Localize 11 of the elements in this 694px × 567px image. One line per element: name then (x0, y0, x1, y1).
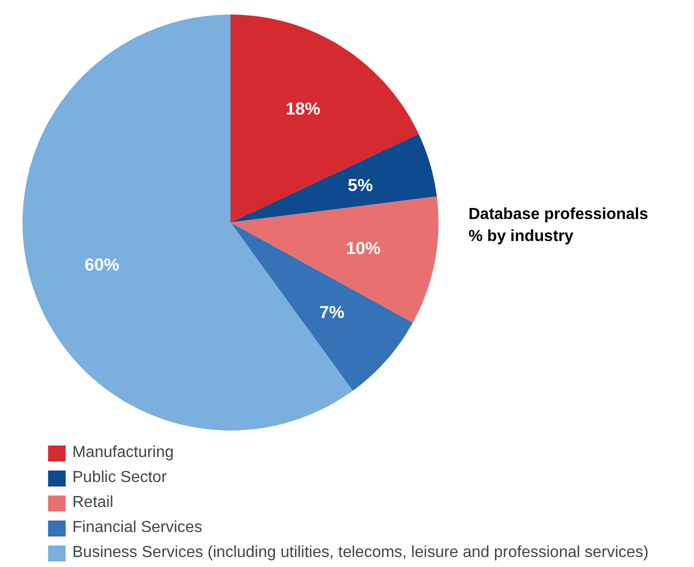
legend-label: Retail (72, 493, 114, 513)
legend-label: Manufacturing (72, 443, 174, 463)
data-label: 7% (319, 302, 344, 322)
data-label: 60% (84, 254, 120, 274)
legend-label: Public Sector (72, 468, 167, 488)
legend-label: Financial Services (72, 518, 202, 538)
data-label: 5% (348, 174, 373, 195)
data-label: 18% (286, 98, 320, 118)
legend-label: Business Services (including utilities, telecoms, leisure and professional services) (72, 543, 649, 563)
text: Database professionals % by industry (468, 206, 648, 246)
data-label: 10% (346, 238, 381, 258)
